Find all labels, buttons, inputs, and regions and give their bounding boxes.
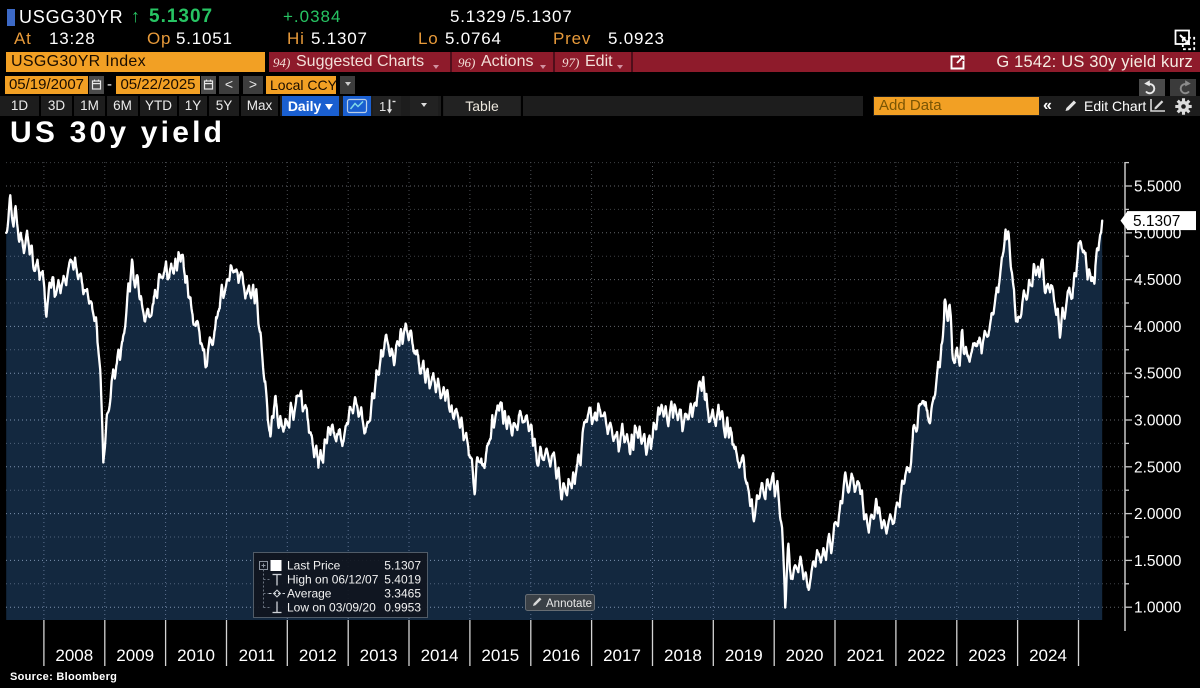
svg-text:2009: 2009 [116, 646, 154, 665]
svg-text:5.4019: 5.4019 [384, 573, 421, 587]
svg-text:3.0000: 3.0000 [1134, 413, 1182, 430]
svg-text:5.1307: 5.1307 [384, 559, 421, 573]
svg-text:1.0000: 1.0000 [1134, 600, 1182, 617]
svg-text:2008: 2008 [55, 646, 93, 665]
svg-text:2014: 2014 [421, 646, 459, 665]
svg-text:2.5000: 2.5000 [1134, 459, 1182, 476]
svg-text:2010: 2010 [177, 646, 215, 665]
svg-text:Average: Average [287, 587, 332, 601]
svg-text:3.5000: 3.5000 [1134, 366, 1182, 383]
svg-text:1: 1 [379, 99, 386, 114]
svg-text:2019: 2019 [725, 646, 763, 665]
svg-text:0.9953: 0.9953 [384, 601, 421, 615]
svg-text:4.0000: 4.0000 [1134, 319, 1182, 336]
svg-text:1.5000: 1.5000 [1134, 553, 1182, 570]
svg-text:4.5000: 4.5000 [1134, 272, 1182, 289]
svg-text:High on 06/12/07: High on 06/12/07 [287, 573, 379, 587]
svg-text:Annotate: Annotate [546, 598, 592, 610]
svg-text:Low on 03/09/20: Low on 03/09/20 [287, 601, 376, 615]
svg-text:2012: 2012 [299, 646, 337, 665]
svg-text:2018: 2018 [664, 646, 702, 665]
svg-text:Last Price: Last Price [287, 559, 341, 573]
svg-text:5.5000: 5.5000 [1134, 179, 1182, 196]
svg-text:2024: 2024 [1029, 646, 1067, 665]
svg-text:2011: 2011 [239, 646, 276, 665]
svg-text:2016: 2016 [542, 646, 580, 665]
svg-text:2020: 2020 [786, 646, 824, 665]
svg-text:2017: 2017 [603, 646, 641, 665]
svg-text:2.0000: 2.0000 [1134, 506, 1182, 523]
svg-text:3.3465: 3.3465 [384, 587, 421, 601]
svg-text:2021: 2021 [847, 646, 885, 665]
svg-text:2023: 2023 [968, 646, 1006, 665]
svg-text:2022: 2022 [907, 646, 945, 665]
svg-text:2015: 2015 [481, 646, 519, 665]
svg-text:5.1307: 5.1307 [1133, 213, 1180, 230]
svg-text:2013: 2013 [360, 646, 398, 665]
